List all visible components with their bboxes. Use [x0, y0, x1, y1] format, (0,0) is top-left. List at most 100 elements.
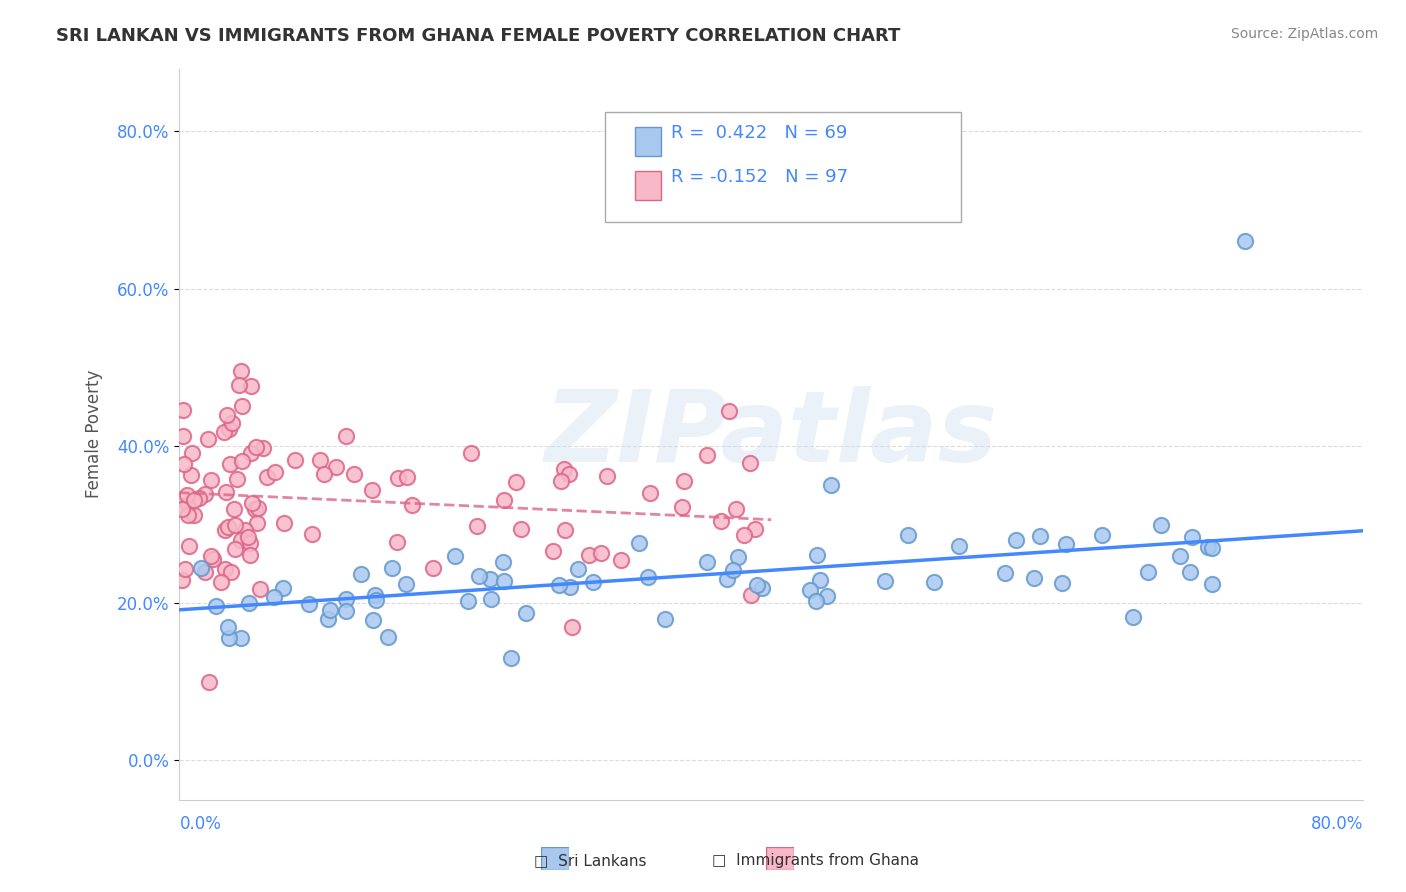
FancyBboxPatch shape	[636, 127, 661, 156]
Point	[200, 549, 222, 564]
Point	[252, 441, 274, 455]
Point	[194, 565, 217, 579]
Point	[494, 493, 516, 508]
Point	[284, 453, 307, 467]
Point	[740, 588, 762, 602]
Point	[172, 429, 194, 443]
Point	[696, 448, 718, 462]
Point	[197, 432, 219, 446]
Point	[596, 468, 619, 483]
Point	[467, 569, 489, 583]
Point	[582, 574, 605, 589]
Point	[177, 497, 200, 511]
Point	[177, 539, 200, 553]
Point	[671, 500, 693, 515]
Point	[751, 581, 773, 595]
Point	[637, 570, 659, 584]
Point	[240, 379, 263, 393]
Point	[214, 523, 236, 537]
Point	[335, 429, 357, 443]
Point	[815, 589, 838, 603]
Point	[172, 502, 194, 516]
Point	[387, 471, 409, 485]
Point	[215, 484, 238, 499]
Point	[172, 403, 194, 417]
Point	[215, 408, 238, 422]
Text: SRI LANKAN VS IMMIGRANTS FROM GHANA FEMALE POVERTY CORRELATION CHART: SRI LANKAN VS IMMIGRANTS FROM GHANA FEMA…	[56, 27, 901, 45]
Point	[501, 651, 523, 665]
Point	[1233, 235, 1256, 249]
Point	[312, 467, 335, 481]
Point	[727, 550, 749, 565]
Point	[173, 457, 195, 471]
Point	[1121, 610, 1143, 624]
Point	[1201, 577, 1223, 591]
Point	[717, 403, 740, 417]
Point	[948, 539, 970, 553]
Point	[219, 565, 242, 579]
Point	[553, 462, 575, 476]
Point	[172, 574, 194, 588]
Point	[256, 469, 278, 483]
Point	[385, 535, 408, 549]
Point	[187, 491, 209, 505]
Point	[628, 535, 651, 549]
Point	[242, 496, 264, 510]
Point	[541, 544, 564, 558]
Point	[396, 469, 419, 483]
Point	[567, 562, 589, 576]
Point	[733, 527, 755, 541]
Point	[239, 536, 262, 550]
Point	[194, 487, 217, 501]
Point	[460, 446, 482, 460]
Point	[190, 561, 212, 575]
Point	[222, 502, 245, 516]
Point	[557, 467, 579, 481]
Point	[198, 674, 221, 689]
Point	[236, 530, 259, 544]
Point	[897, 528, 920, 542]
Point	[224, 517, 246, 532]
Point	[1029, 529, 1052, 543]
Text: 0.0%: 0.0%	[180, 815, 221, 833]
Point	[335, 592, 357, 607]
Point	[1022, 571, 1045, 585]
Point	[366, 593, 388, 607]
Point	[478, 572, 501, 586]
Point	[558, 580, 581, 594]
Point	[1136, 566, 1159, 580]
Text: □  Immigrants from Ghana: □ Immigrants from Ghana	[711, 854, 920, 868]
Point	[273, 516, 295, 530]
Point	[350, 566, 373, 581]
Point	[509, 522, 531, 536]
Point	[212, 425, 235, 440]
Point	[747, 578, 769, 592]
Point	[343, 467, 366, 482]
Point	[177, 508, 200, 522]
Point	[716, 572, 738, 586]
Point	[231, 453, 253, 467]
Point	[1004, 533, 1026, 547]
Point	[1054, 536, 1077, 550]
Point	[200, 473, 222, 487]
Point	[273, 581, 295, 595]
Point	[183, 508, 205, 522]
Point	[231, 364, 253, 378]
Point	[724, 502, 747, 516]
Point	[247, 500, 270, 515]
Point	[180, 468, 202, 483]
Point	[444, 549, 467, 563]
Point	[550, 474, 572, 488]
Point	[298, 597, 321, 611]
Point	[422, 561, 444, 575]
Point	[231, 631, 253, 645]
Point	[806, 593, 828, 607]
Point	[243, 501, 266, 516]
Point	[263, 466, 285, 480]
Point	[316, 612, 339, 626]
Point	[394, 576, 416, 591]
Point	[381, 561, 404, 575]
Point	[219, 457, 242, 471]
Point	[361, 483, 384, 497]
Point	[308, 453, 330, 467]
